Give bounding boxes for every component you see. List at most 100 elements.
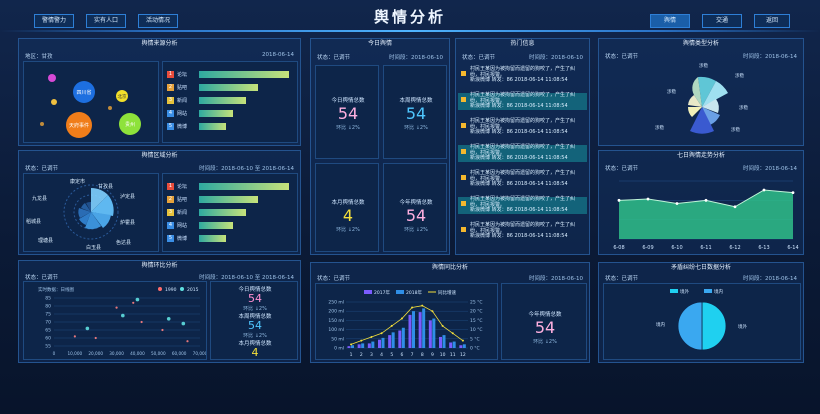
stat-label: 本周舆情总数 xyxy=(399,98,433,104)
x-tick-label: 40,000 xyxy=(130,351,145,356)
news-list: 村民王某因为被拘留而遗留的狗咬了，产生了纠 纷，村民报警。 新浪微博 转发：86 2… xyxy=(458,65,587,253)
area-label: 理塘县 xyxy=(38,237,53,244)
y2-tick-label: 15 °C xyxy=(470,318,483,324)
bar-2018 xyxy=(442,335,446,348)
bubble-label: 四川省 xyxy=(76,89,91,96)
stat-value: 54 xyxy=(405,104,427,123)
rose-slice xyxy=(91,195,114,216)
rank-badge: 1 xyxy=(167,71,174,78)
rose-slice xyxy=(702,107,720,125)
area-label: 炉霍县 xyxy=(120,219,135,226)
x-tick-label: 6 xyxy=(400,352,403,358)
rose-slice xyxy=(86,201,91,212)
rose-slice xyxy=(78,208,91,218)
legend-dot xyxy=(180,287,184,291)
x-tick-label: 7 xyxy=(411,352,414,358)
x-tick-label: 30,000 xyxy=(109,351,124,356)
growth-point xyxy=(400,317,403,320)
news-text: 纷，村民报警。 xyxy=(470,227,506,234)
news-item[interactable]: 村民王某因为被拘留而遗留的狗咬了，产生了纠 纷，村民报警。 新浪微博 转发：86 2… xyxy=(458,92,587,110)
panel-title: 矛盾纠纷七日数据分析 xyxy=(670,264,731,271)
bar-2018 xyxy=(401,327,405,348)
region-label: 地区：甘孜 xyxy=(25,54,53,60)
news-item[interactable]: 村民王某因为被拘留而遗留的狗咬了，产生了纠 纷，村民报警。 新浪微博 转发：86 2… xyxy=(458,170,587,188)
nav-back[interactable]: 返回 xyxy=(754,14,790,28)
time-range: 时间段：2018-06-10 xyxy=(529,55,583,61)
status-label: 状态：已调节 xyxy=(317,276,351,282)
x-tick-label: 6-14 xyxy=(787,245,798,251)
status-label: 状态：已调节 xyxy=(605,276,639,282)
stat-change: 环比 ↓2% xyxy=(243,306,267,312)
nav-public-opinion[interactable]: 舆情 xyxy=(650,14,690,28)
nav-police-force[interactable]: 警情警力 xyxy=(34,14,74,28)
y-tick-label: 150 ml xyxy=(328,318,344,324)
bar-2018 xyxy=(422,308,426,348)
pie-slice xyxy=(701,301,727,351)
panel-title: 舆情同比分析 xyxy=(431,264,468,271)
rank-badge: 5 xyxy=(167,123,174,130)
news-item[interactable]: 村民王某因为被拘留而遗留的狗咬了，产生了纠 纷，村民报警。 新浪微博 转发：86 2… xyxy=(458,118,587,136)
growth-point xyxy=(461,339,464,342)
area-label: 白玉县 xyxy=(86,244,101,251)
x-tick-label: 0 xyxy=(53,351,56,356)
scatter-subtitle: 实时数据：日线图 xyxy=(38,286,74,293)
stat-card: 本周舆情总数 54 环比 ↓2% xyxy=(383,65,447,159)
bar-2018 xyxy=(462,344,466,348)
legend-label: 境外 xyxy=(680,288,689,295)
status-label: 状态：已调节 xyxy=(605,166,639,172)
status-label: 状态：已调节 xyxy=(25,275,59,281)
bubble-dot xyxy=(40,122,44,126)
bubble-tianfu xyxy=(66,112,92,138)
news-item[interactable]: 村民王某因为被拘留而遗留的狗咬了，产生了纠 纷，村民报警。 新浪微博 转发：86 2… xyxy=(458,144,587,162)
status-label: 状态：已调节 xyxy=(317,55,351,61)
growth-point xyxy=(380,332,383,335)
growth-point xyxy=(451,332,454,335)
time-range: 时间段：2018-06-10 至 2018-06-14 xyxy=(199,275,294,281)
type-label: 涉稳 xyxy=(699,62,708,69)
rank-bar xyxy=(199,84,258,91)
legend-label: 境内 xyxy=(714,288,723,295)
y-tick-label: 65 xyxy=(45,328,51,334)
scatter-point xyxy=(121,313,125,318)
rose-slice xyxy=(702,81,728,107)
panel-title: 舆情环比分析 xyxy=(141,262,178,269)
time-range: 时间段：2018-06-10 xyxy=(529,276,583,282)
y-tick-label: 100 ml xyxy=(328,327,344,333)
y-tick-label: 55 xyxy=(45,344,51,350)
region-rank-list: 1 论坛 2 贴吧 3 新闻 4 网站 5 微博 xyxy=(162,173,298,252)
panel-date: 2018-06-14 xyxy=(262,52,294,58)
news-meta: 新浪微博 转发：86 2018-06-14 11:08:54 xyxy=(470,155,568,162)
panel-title: 今日舆情 xyxy=(367,40,392,47)
bar-2018 xyxy=(361,343,365,348)
x-tick-label: 4 xyxy=(380,352,383,358)
growth-point xyxy=(421,304,424,307)
stat-card: 本月舆情总数 4 环比 ↓2% xyxy=(315,163,379,252)
pie-svg: 境外 境内 境内 境外 xyxy=(656,288,747,351)
stat-value: 4 xyxy=(251,346,259,359)
pie-label: 境外 xyxy=(738,323,747,330)
rose-slice xyxy=(85,212,101,230)
nav-activities[interactable]: 活动情况 xyxy=(138,14,178,28)
rank-badge: 3 xyxy=(167,97,174,104)
stat-value: 4 xyxy=(342,206,354,225)
rose-slice xyxy=(698,76,716,107)
nav-population[interactable]: 实有人口 xyxy=(86,14,126,28)
scatter-chart: 实时数据：日线图 1990 2015 85 80 75 70 65 60 55 0 10,000… xyxy=(23,281,208,360)
bar-2018 xyxy=(412,311,415,348)
stat-change: 环比 ↓2% xyxy=(336,125,360,131)
type-label: 涉稳 xyxy=(667,88,676,95)
news-item[interactable]: 村民王某因为被拘留而遗留的狗咬了，产生了纠 纷，村民报警。 新浪微博 转发：86 2… xyxy=(458,196,587,214)
rank-badge: 2 xyxy=(167,84,174,91)
rank-label: 贴吧 xyxy=(177,85,188,91)
y-tick-label: 75 xyxy=(45,312,51,318)
news-meta: 新浪微博 转发：86 2018-06-14 11:08:54 xyxy=(470,129,568,136)
time-range: 时间段：2018-06-14 xyxy=(743,54,797,60)
x-tick-label: 11 xyxy=(450,352,456,358)
bullet-icon xyxy=(461,123,466,128)
news-item[interactable]: 村民王某因为被拘留而遗留的狗咬了，产生了纠 纷，村民报警。 新浪微博 转发：86 2… xyxy=(458,66,587,84)
bubble-dot xyxy=(108,106,112,110)
news-item[interactable]: 村民王某因为被拘留而遗留的狗咬了，产生了纠 纷，村民报警。 新浪微博 转发：86 2… xyxy=(458,222,587,240)
rank-bar xyxy=(199,196,258,203)
nav-traffic[interactable]: 交通 xyxy=(702,14,742,28)
type-analysis-panel: 舆情类型分析 状态：已调节 时间段：2018-06-14 涉稳 涉稳 涉稳 涉稳… xyxy=(598,38,804,146)
